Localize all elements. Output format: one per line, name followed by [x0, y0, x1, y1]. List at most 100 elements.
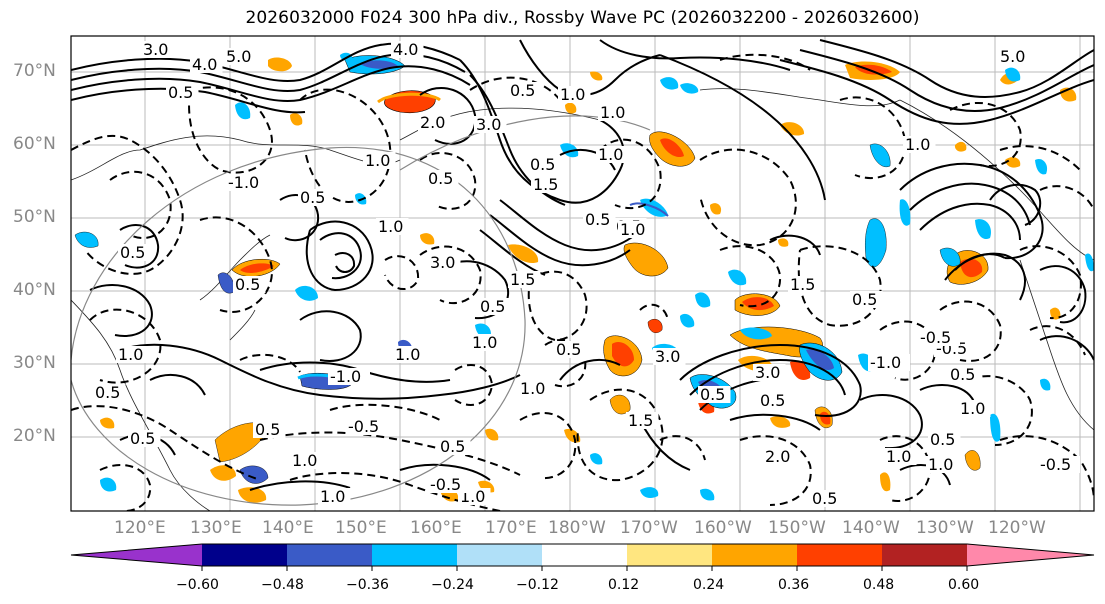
contour-label: 1.0 — [960, 399, 985, 418]
contour-label: 0.5 — [950, 365, 975, 384]
contour-label: 3.0 — [430, 253, 455, 272]
contour-label: 3.0 — [655, 347, 680, 366]
contour-label: 1.0 — [320, 487, 345, 506]
colorbar-tick-label: −0.24 — [431, 577, 474, 593]
contour-label: 1.0 — [395, 345, 420, 364]
contour-label: 1.0 — [620, 220, 645, 239]
contour-label: 1.0 — [560, 85, 585, 104]
contour-label: 1.5 — [628, 411, 653, 430]
lat-label-70n: 70°N — [13, 61, 56, 81]
contour-label: 2.0 — [765, 447, 790, 466]
contour-label: 0.5 — [428, 169, 453, 188]
contour-label: 3.0 — [476, 115, 501, 134]
contour-label: 0.5 — [440, 437, 465, 456]
contour-label: 1.0 — [378, 217, 403, 236]
colorbar-segment — [627, 544, 713, 566]
contour-label: -1.0 — [228, 173, 259, 192]
map-canvas[interactable]: 5.04.03.02.0 3.01.50.51.01.00.50.50.53.01… — [0, 0, 1105, 604]
contour-label: -0.5 — [430, 475, 461, 494]
colorbar-segment — [882, 544, 968, 566]
contour-label: -0.5 — [920, 328, 951, 347]
contour-label: 1.0 — [472, 333, 497, 352]
colorbar-segment — [712, 544, 798, 566]
contour-label: 1.5 — [510, 270, 535, 289]
contour-label: 1.0 — [886, 447, 911, 466]
contour-label: -0.5 — [348, 417, 379, 436]
contour-label: 1.0 — [118, 345, 143, 364]
colorbar — [71, 544, 1094, 571]
lon-label-130e: 130°E — [190, 518, 242, 538]
contour-label: 3.0 — [143, 40, 168, 59]
contour-label: 0.5 — [480, 297, 505, 316]
colorbar-segment — [797, 544, 883, 566]
contour-label: 0.5 — [930, 430, 955, 449]
lon-label-170e: 170°E — [485, 518, 537, 538]
lon-label-140e: 140°E — [262, 518, 314, 538]
contour-label: 1.0 — [365, 151, 390, 170]
lon-label-170w: 170°W — [620, 518, 678, 538]
contour-label: 0.5 — [510, 81, 535, 100]
contour-label: -1.0 — [870, 353, 901, 372]
lon-label-150w: 150°W — [768, 518, 826, 538]
lat-label-30n: 30°N — [13, 353, 56, 373]
colorbar-tick-label: 0.36 — [778, 577, 809, 593]
lon-label-150e: 150°E — [335, 518, 387, 538]
contour-label: 0.5 — [760, 391, 785, 410]
colorbar-tick-label: −0.48 — [261, 577, 304, 593]
contour-label: 1.0 — [905, 135, 930, 154]
lat-label-40n: 40°N — [13, 280, 56, 300]
contour-label: 0.5 — [168, 83, 193, 102]
lon-label-130w: 130°W — [916, 518, 974, 538]
contour-label: 0.5 — [235, 275, 260, 294]
contour-label: 5.0 — [1000, 47, 1025, 66]
contour-label: 1.0 — [520, 379, 545, 398]
lon-label-140w: 140°W — [842, 518, 900, 538]
contour-label: 0.5 — [852, 290, 877, 309]
colorbar-tick-label: −0.60 — [176, 577, 219, 593]
contour-label: 0.5 — [700, 385, 725, 404]
contour-label: 1.0 — [598, 145, 623, 164]
lat-label-60n: 60°N — [13, 134, 56, 154]
contour-label: 1.5 — [790, 275, 815, 294]
colorbar-segment — [967, 544, 1094, 566]
contour-label: 0.5 — [530, 155, 555, 174]
colorbar-tick-label: −0.12 — [516, 577, 559, 593]
colorbar-tick-label: 0.48 — [863, 577, 894, 593]
contour-label: 0.5 — [95, 383, 120, 402]
lat-label-50n: 50°N — [13, 207, 56, 227]
contour-label: 0.5 — [585, 210, 610, 229]
lon-label-120w: 120°W — [988, 518, 1046, 538]
colorbar-segment — [202, 544, 288, 566]
contour-label: 0.5 — [556, 340, 581, 359]
contour-label: 3.0 — [755, 363, 780, 382]
contour-label: 0.5 — [120, 243, 145, 262]
colorbar-tick-label: 0.12 — [608, 577, 639, 593]
contour-label: 1.5 — [533, 175, 558, 194]
lat-label-20n: 20°N — [13, 426, 56, 446]
contour-label: 0.5 — [300, 188, 325, 207]
lon-label-160w: 160°W — [694, 518, 752, 538]
colorbar-segment — [287, 544, 373, 566]
contour-label: 0.5 — [812, 489, 837, 508]
colorbar-segment — [71, 544, 202, 566]
contour-label: 0.5 — [130, 429, 155, 448]
contour-label: -1.0 — [330, 367, 361, 386]
colorbar-tick-label: 0.60 — [948, 577, 979, 593]
contour-label: 2.0 — [420, 113, 445, 132]
contour-label: -0.5 — [1040, 455, 1071, 474]
colorbar-segment — [457, 544, 543, 566]
lon-label-160e: 160°E — [410, 518, 462, 538]
colorbar-segment — [372, 544, 458, 566]
contour-label: 4.0 — [393, 40, 418, 59]
contour-label: 1.0 — [600, 103, 625, 122]
contour-label: 5.0 — [226, 47, 251, 66]
contour-label: 0.5 — [255, 420, 280, 439]
lon-label-180w: 180°W — [548, 518, 606, 538]
colorbar-tick-label: −0.36 — [346, 577, 389, 593]
contour-label: 1.0 — [928, 455, 953, 474]
contour-label: 4.0 — [192, 55, 217, 74]
contour-label: 1.0 — [292, 451, 317, 470]
lon-label-120e: 120°E — [114, 518, 166, 538]
colorbar-segment — [542, 544, 628, 566]
colorbar-tick-label: 0.24 — [693, 577, 724, 593]
